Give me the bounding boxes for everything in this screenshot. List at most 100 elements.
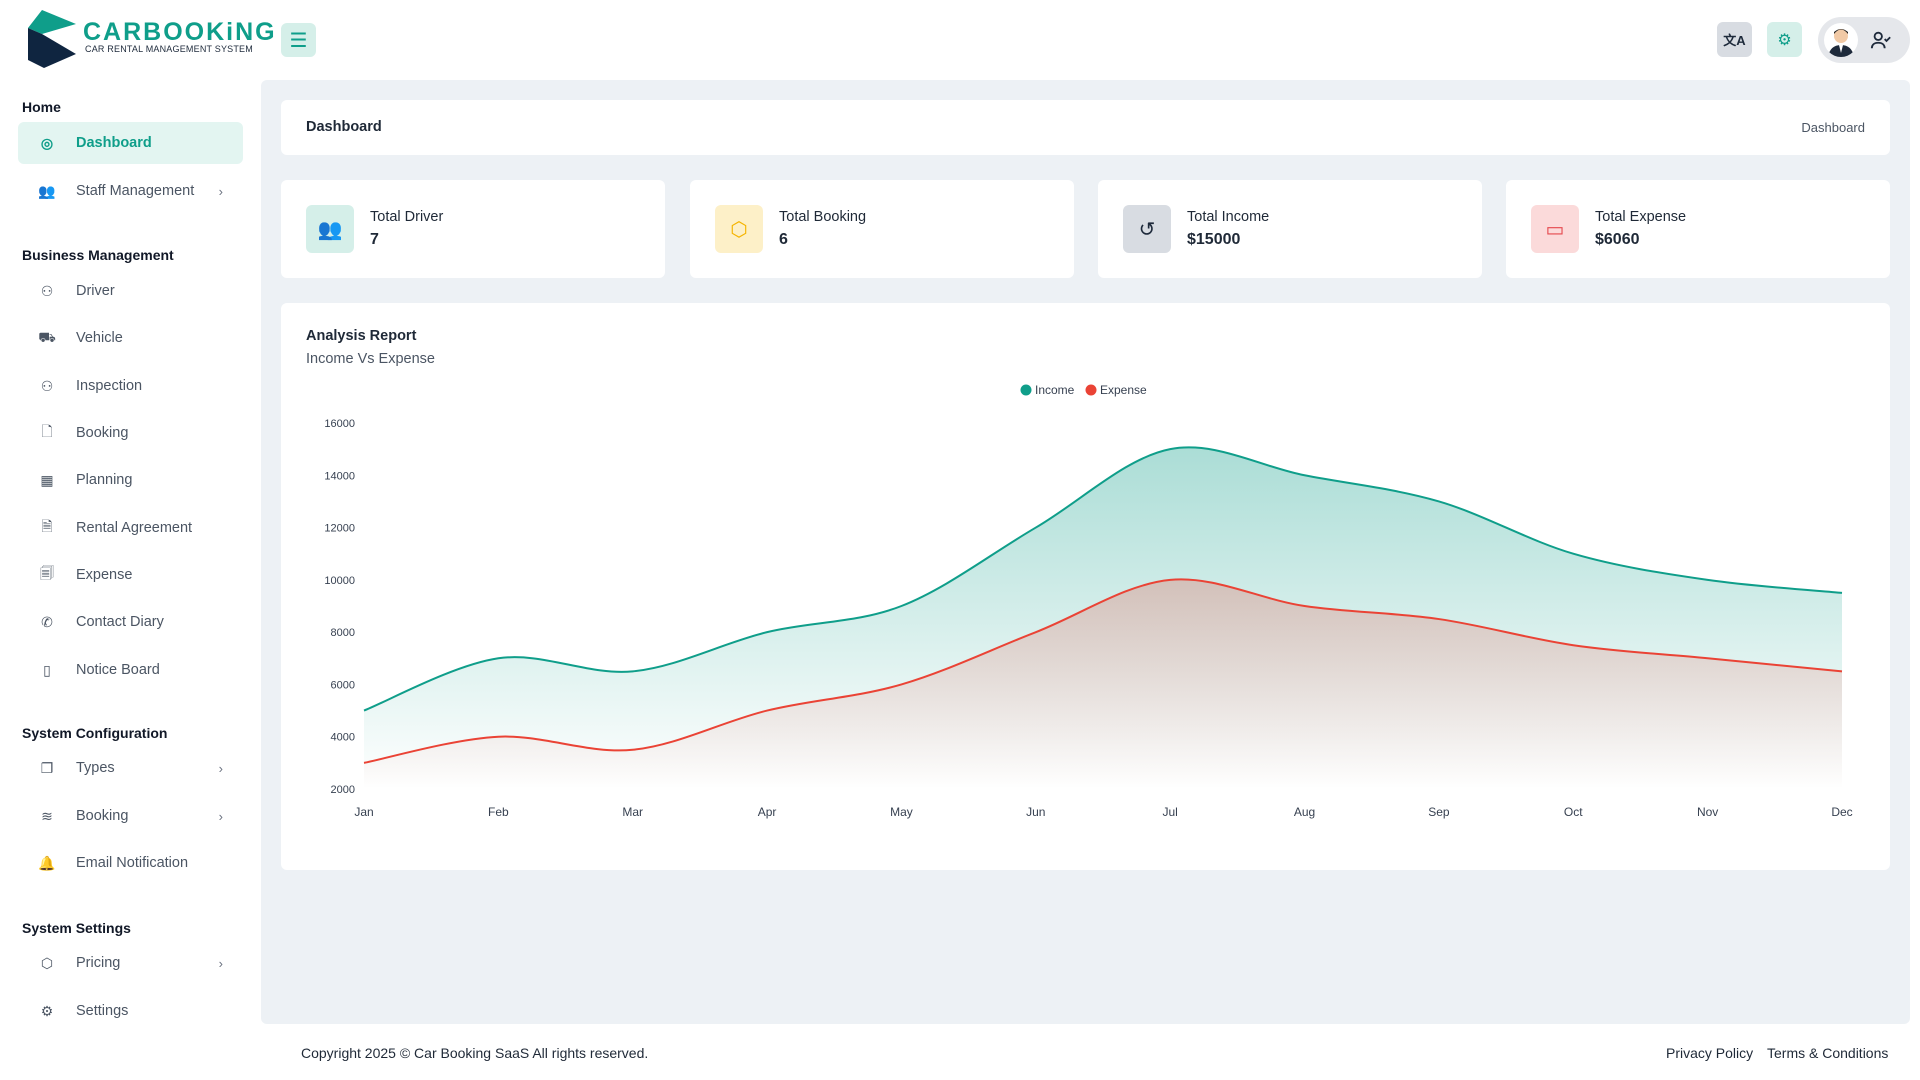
y-tick-label: 2000 bbox=[331, 784, 355, 796]
file-icon: 🗋 bbox=[41, 423, 53, 439]
menu-toggle-button[interactable]: ☰ bbox=[281, 23, 316, 57]
sidebar-item-label: Rental Agreement bbox=[76, 520, 193, 536]
x-tick-label: May bbox=[890, 805, 913, 819]
x-tick-label: Dec bbox=[1831, 805, 1852, 819]
privacy-policy-link[interactable]: Privacy Policy bbox=[1666, 1045, 1754, 1061]
sidebar-item-label: Settings bbox=[76, 1003, 129, 1019]
x-tick-label: Mar bbox=[622, 805, 643, 819]
users-icon: 👥 bbox=[306, 205, 354, 253]
terms-link[interactable]: Terms & Conditions bbox=[1767, 1045, 1889, 1061]
sidebar-item-types[interactable]: ❐ Types › bbox=[18, 747, 243, 789]
sidebar-item-booking[interactable]: ≋ Booking › bbox=[18, 795, 243, 837]
language-button[interactable]: 文A bbox=[1717, 22, 1752, 57]
page-title: Dashboard bbox=[306, 119, 382, 135]
dashboard-icon: ◎ bbox=[40, 134, 54, 151]
y-tick-label: 12000 bbox=[324, 523, 355, 535]
user-check-icon: ⚇ bbox=[40, 377, 54, 394]
expense-line bbox=[363, 578, 1843, 764]
sidebar-item-contact-diary[interactable]: ✆ Contact Diary bbox=[18, 601, 243, 643]
stat-value: 7 bbox=[370, 231, 379, 248]
sidebar-item-dashboard[interactable]: ◎ Dashboard bbox=[18, 122, 243, 164]
sidebar-item-label: Types bbox=[76, 760, 115, 776]
breadcrumb[interactable]: Dashboard bbox=[1801, 120, 1865, 135]
stat-label: Total Income bbox=[1187, 209, 1270, 225]
y-tick-label: 4000 bbox=[331, 732, 355, 744]
sidebar-item-label: Expense bbox=[76, 567, 133, 583]
sidebar-item-inspection[interactable]: ⚇ Inspection bbox=[18, 365, 243, 407]
sidebar-item-staff-management[interactable]: 👥 Staff Management › bbox=[18, 170, 243, 212]
translate-icon: 文A bbox=[1723, 33, 1746, 48]
x-tick-label: Jan bbox=[354, 805, 373, 819]
users-icon: 👥 bbox=[38, 182, 56, 199]
sidebar-item-vehicle[interactable]: ⛟ Vehicle bbox=[18, 317, 243, 359]
legend-label-expense[interactable]: Expense bbox=[1100, 383, 1147, 397]
user-menu[interactable] bbox=[1818, 17, 1910, 63]
legend-label-income[interactable]: Income bbox=[1035, 383, 1075, 397]
sidebar-section-title: System Configuration bbox=[22, 725, 168, 741]
user-check-icon bbox=[1870, 31, 1891, 49]
sidebar-item-driver[interactable]: ⚇ Driver bbox=[18, 270, 243, 312]
page-header: Dashboard Dashboard bbox=[281, 100, 1890, 155]
sidebar-item-label: Inspection bbox=[76, 378, 143, 394]
package-icon: ⬡ bbox=[40, 954, 54, 971]
x-tick-label: Feb bbox=[488, 805, 509, 819]
report-subtitle: Income Vs Expense bbox=[306, 351, 435, 367]
sidebar-item-label: Dashboard bbox=[76, 135, 152, 151]
history-icon: ↺ bbox=[1123, 205, 1171, 253]
y-tick-label: 14000 bbox=[324, 470, 355, 482]
sidebar-item-label: Email Notification bbox=[76, 855, 189, 871]
logo-mark-icon bbox=[28, 10, 76, 68]
sidebar-section-title: System Settings bbox=[22, 920, 131, 936]
legend-marker bbox=[1020, 384, 1032, 396]
legend-marker bbox=[1085, 384, 1097, 396]
calendar-icon: ▦ bbox=[40, 471, 54, 488]
sliders-icon: ≋ bbox=[41, 807, 53, 824]
stat-label: Total Expense bbox=[1595, 209, 1687, 225]
chevron-right-icon: › bbox=[218, 183, 223, 199]
copyright: Copyright 2025 © Car Booking SaaS All ri… bbox=[301, 1045, 649, 1061]
x-tick-label: Jul bbox=[1163, 805, 1178, 819]
income-line bbox=[363, 446, 1843, 712]
user-check-icon: ⚇ bbox=[40, 282, 54, 299]
analysis-report-card: Analysis Report Income Vs Expense 16000 1… bbox=[281, 303, 1890, 870]
stat-value: 6 bbox=[779, 231, 788, 248]
bell-icon: 🔔 bbox=[38, 854, 56, 871]
sidebar-item-label: Staff Management bbox=[76, 183, 195, 199]
stat-card-total-income: ↺ Total Income $15000 bbox=[1098, 180, 1482, 278]
x-tick-label: Jun bbox=[1026, 805, 1045, 819]
package-icon: ⬡ bbox=[715, 205, 763, 253]
book-icon: ▯ bbox=[43, 661, 51, 678]
stat-label: Total Driver bbox=[370, 209, 444, 225]
sidebar-item-planning[interactable]: ▦ Planning bbox=[18, 459, 243, 501]
y-tick-label: 16000 bbox=[324, 418, 355, 430]
sidebar-section-title: Home bbox=[22, 99, 61, 115]
logo-title: CARBOOKiNG bbox=[83, 18, 277, 46]
y-tick-label: 8000 bbox=[331, 627, 355, 639]
truck-icon: ⛟ bbox=[38, 328, 56, 345]
stat-value: $15000 bbox=[1187, 231, 1241, 248]
sidebar-item-label: Notice Board bbox=[76, 662, 160, 678]
sidebar-item-rental-agreement[interactable]: 🗎 Rental Agreement bbox=[18, 507, 243, 549]
expense-area bbox=[364, 579, 1842, 789]
chevron-right-icon: › bbox=[218, 955, 223, 971]
settings-button[interactable]: ⚙ bbox=[1767, 22, 1802, 57]
x-tick-label: Apr bbox=[758, 805, 777, 819]
copy-icon: ❐ bbox=[40, 759, 54, 776]
avatar bbox=[1824, 23, 1858, 57]
x-tick-label: Nov bbox=[1697, 805, 1718, 819]
y-tick-label: 6000 bbox=[331, 679, 355, 691]
income-expense-chart: 16000 14000 12000 10000 8000 6000 4000 2000 Jan F… bbox=[324, 383, 1852, 819]
logo[interactable] bbox=[28, 10, 248, 70]
sidebar-item-expense[interactable]: 🗐 Expense bbox=[18, 554, 243, 596]
sidebar-item-pricing[interactable]: ⬡ Pricing › bbox=[18, 942, 243, 984]
x-tick-label: Sep bbox=[1428, 805, 1450, 819]
sidebar-item-notice-board[interactable]: ▯ Notice Board bbox=[18, 649, 243, 691]
gear-icon: ⚙ bbox=[40, 1002, 54, 1019]
sidebar-item-booking[interactable]: 🗋 Booking bbox=[18, 412, 243, 454]
phone-icon: ✆ bbox=[41, 613, 53, 630]
sidebar-item-label: Booking bbox=[76, 425, 129, 441]
sidebar-item-label: Planning bbox=[76, 472, 133, 488]
sidebar-item-settings[interactable]: ⚙ Settings bbox=[18, 990, 243, 1032]
chevron-right-icon: › bbox=[218, 760, 223, 776]
sidebar-item-email-notification[interactable]: 🔔 Email Notification bbox=[18, 842, 243, 884]
